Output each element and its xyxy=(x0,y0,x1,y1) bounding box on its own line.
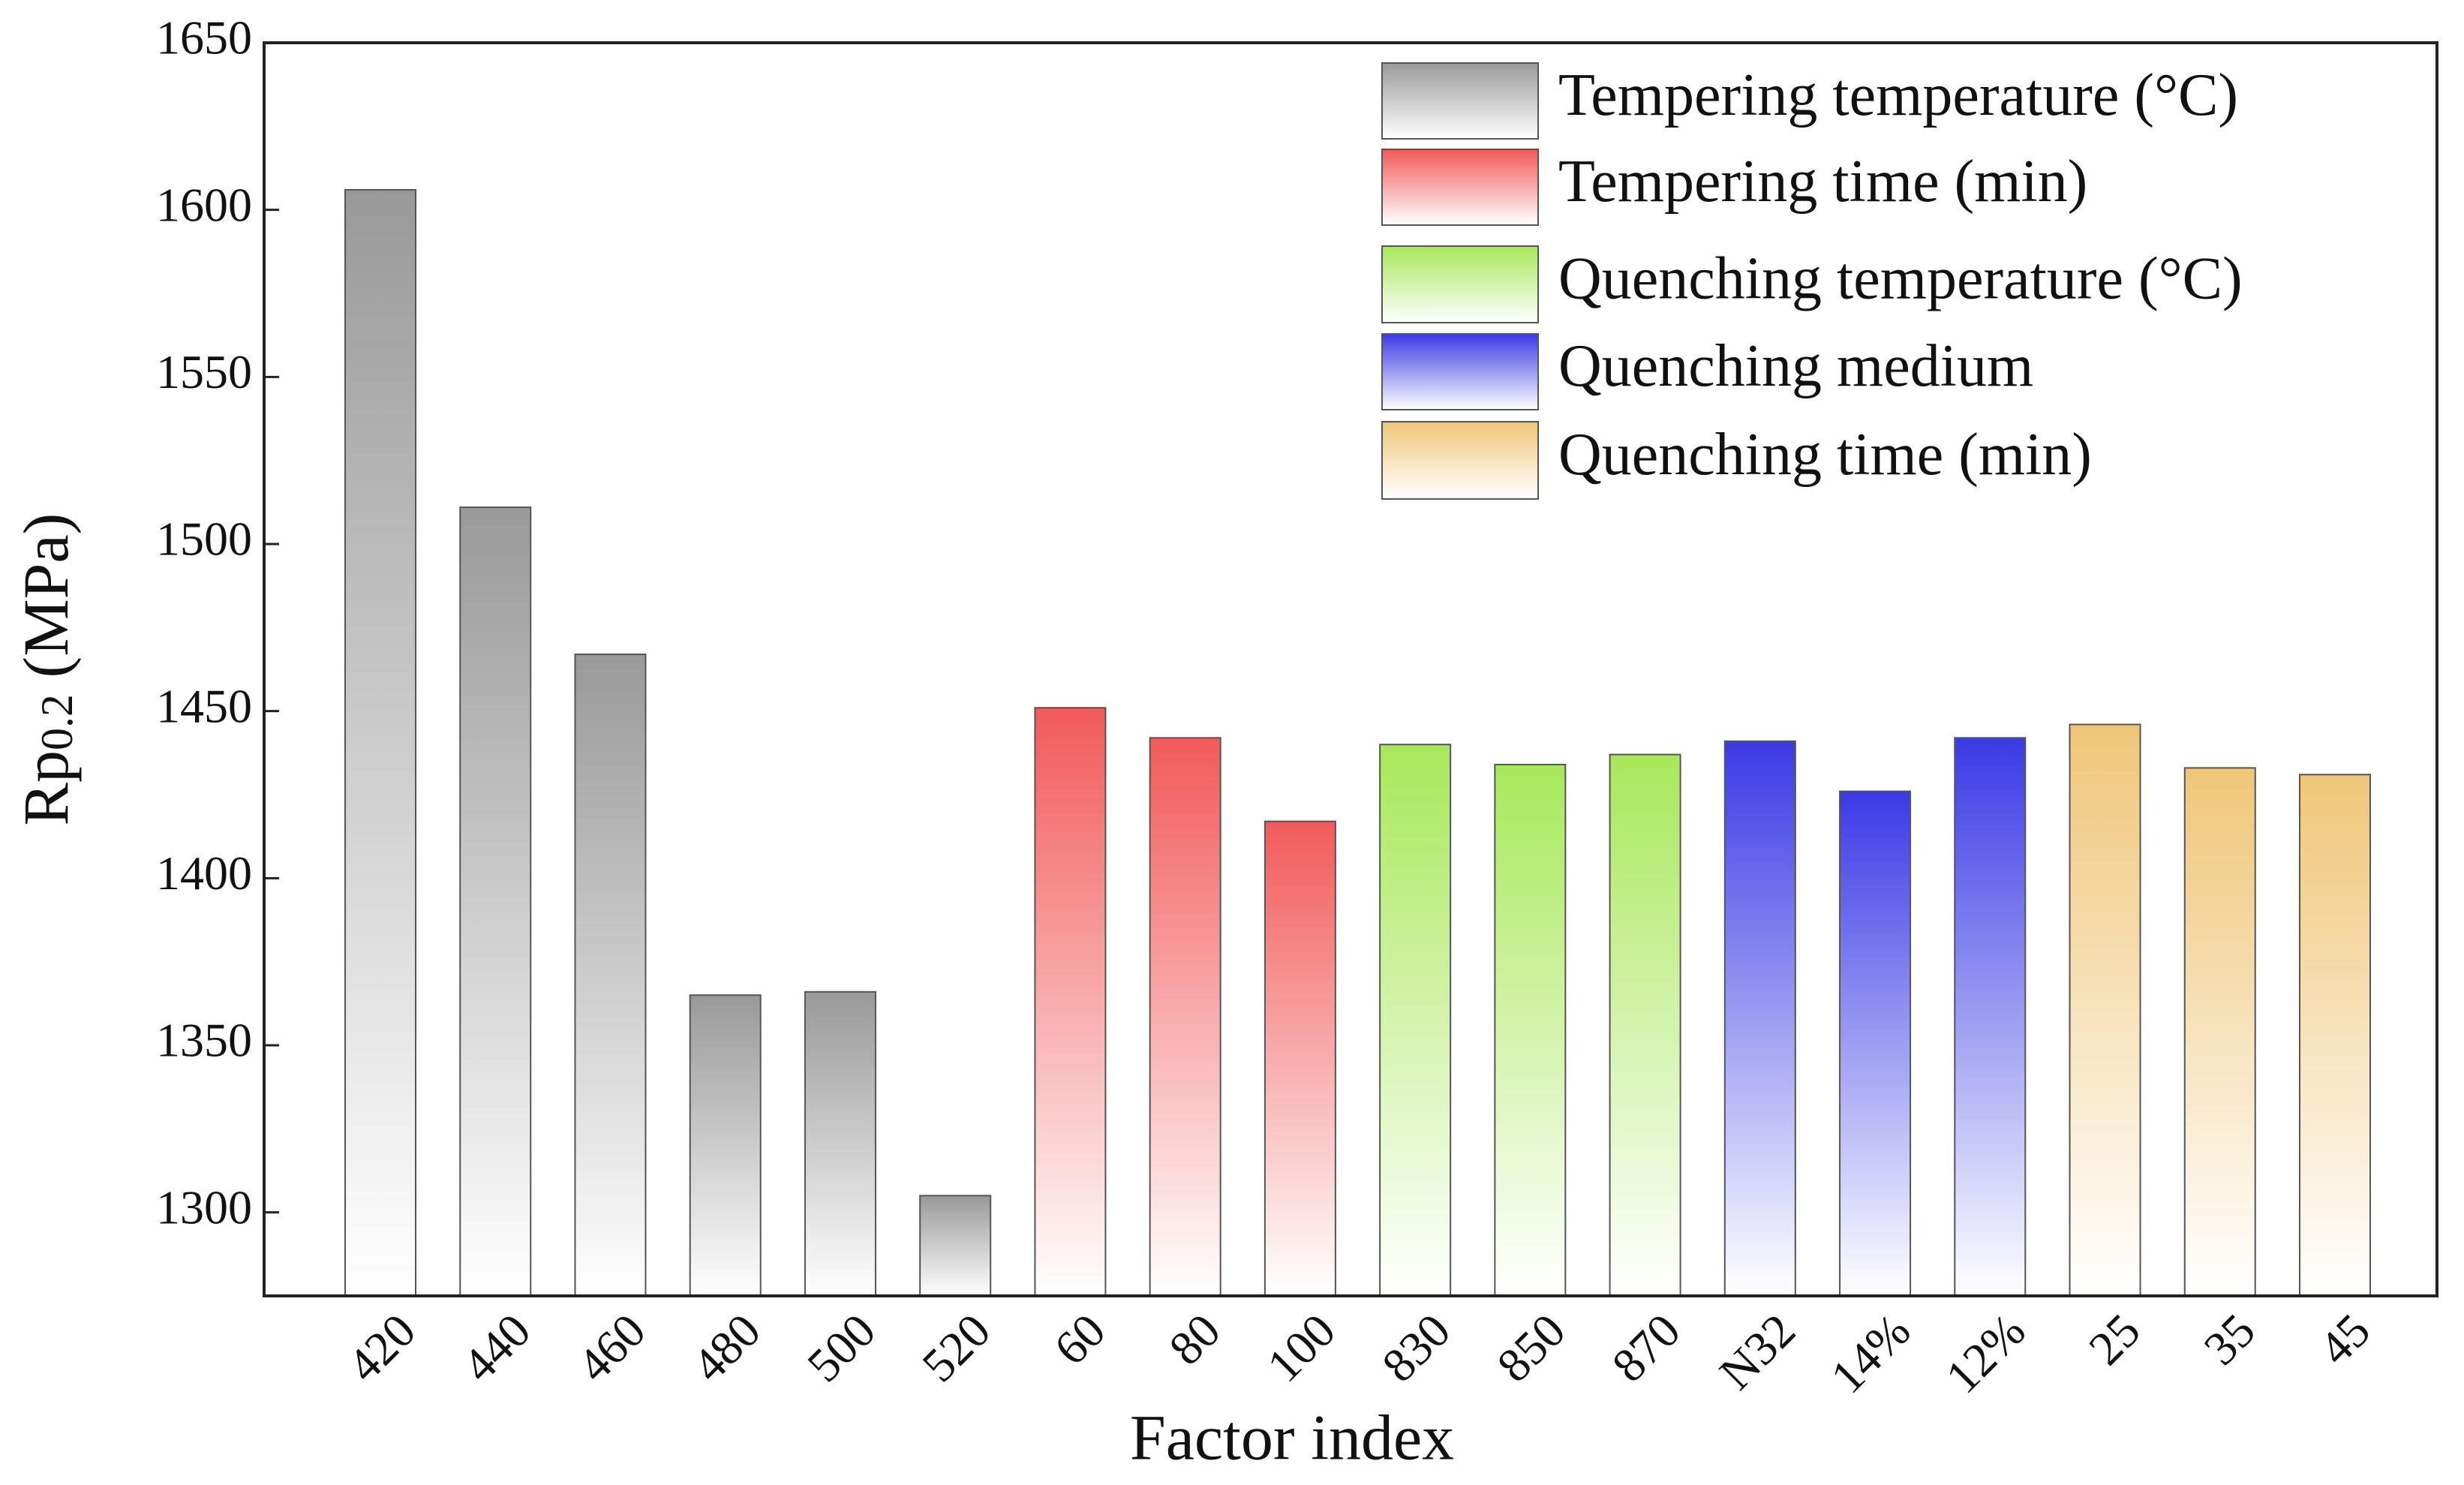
x-tick-label: N32 xyxy=(1709,1303,1805,1399)
bar xyxy=(1954,737,2027,1297)
bar xyxy=(1494,763,1567,1297)
bar xyxy=(344,188,416,1297)
x-tick-label: 440 xyxy=(452,1303,540,1392)
bar xyxy=(574,653,647,1297)
x-tick-label: 830 xyxy=(1372,1303,1460,1392)
legend-swatch xyxy=(1381,62,1539,140)
legend-swatch xyxy=(1381,421,1539,500)
y-tick-label: 1350 xyxy=(156,1014,252,1067)
y-axis-label: Rp0.2 (MPa) xyxy=(10,513,82,826)
y-tick-label: 1300 xyxy=(156,1180,252,1234)
x-tick-label: 420 xyxy=(337,1303,425,1392)
y-label-sub: 0.2 xyxy=(32,694,82,750)
legend-swatch xyxy=(1381,149,1539,226)
bar xyxy=(1609,753,1681,1297)
x-tick-label: 850 xyxy=(1487,1303,1576,1392)
y-tick-label: 1400 xyxy=(156,846,252,900)
y-label-unit: (MPa) xyxy=(10,513,82,694)
bar xyxy=(689,994,762,1297)
bar xyxy=(1149,737,1221,1297)
legend-label: Quenching temperature (°C) xyxy=(1558,245,2243,311)
x-tick-label: 460 xyxy=(567,1303,656,1392)
x-tick-label: 100 xyxy=(1257,1303,1345,1392)
legend-label: Tempering time (min) xyxy=(1558,149,2087,215)
bar xyxy=(2069,723,2141,1297)
y-tick-label: 1550 xyxy=(156,345,252,398)
x-tick-label: 480 xyxy=(682,1303,771,1392)
bar xyxy=(459,507,532,1297)
legend-label: Quenching time (min) xyxy=(1558,422,2092,488)
y-tick-label: 1600 xyxy=(156,178,252,231)
bar xyxy=(804,991,876,1297)
bar xyxy=(1839,790,1912,1297)
plot-frame xyxy=(263,41,2438,1297)
x-tick-label: 60 xyxy=(1044,1303,1115,1375)
bar xyxy=(1034,707,1107,1297)
y-label-main: Rp xyxy=(10,750,82,825)
bar xyxy=(1264,820,1336,1297)
x-tick-label: 12% xyxy=(1935,1303,2035,1403)
y-tick-label: 1650 xyxy=(156,11,252,65)
bar xyxy=(919,1195,992,1297)
bar xyxy=(1723,740,1796,1297)
x-tick-label: 870 xyxy=(1602,1303,1690,1392)
y-tick-label: 1500 xyxy=(156,513,252,566)
x-tick-label: 500 xyxy=(797,1303,885,1392)
bar xyxy=(2183,767,2256,1297)
legend-swatch xyxy=(1381,333,1539,410)
x-axis-label: Factor index xyxy=(1130,1402,1454,1474)
x-tick-label: 80 xyxy=(1158,1303,1230,1375)
legend-swatch xyxy=(1381,245,1539,323)
x-tick-label: 25 xyxy=(2078,1303,2150,1375)
x-tick-label: 35 xyxy=(2194,1303,2265,1375)
x-tick-label: 14% xyxy=(1820,1303,1920,1403)
x-tick-label: 520 xyxy=(912,1303,1000,1392)
bar xyxy=(1379,744,1452,1297)
legend-label: Quenching medium xyxy=(1558,333,2033,399)
x-tick-label: 45 xyxy=(2309,1303,2380,1375)
y-tick-label: 1450 xyxy=(156,679,252,732)
bar xyxy=(2299,774,2371,1297)
legend-label: Tempering temperature (°C) xyxy=(1558,62,2238,128)
